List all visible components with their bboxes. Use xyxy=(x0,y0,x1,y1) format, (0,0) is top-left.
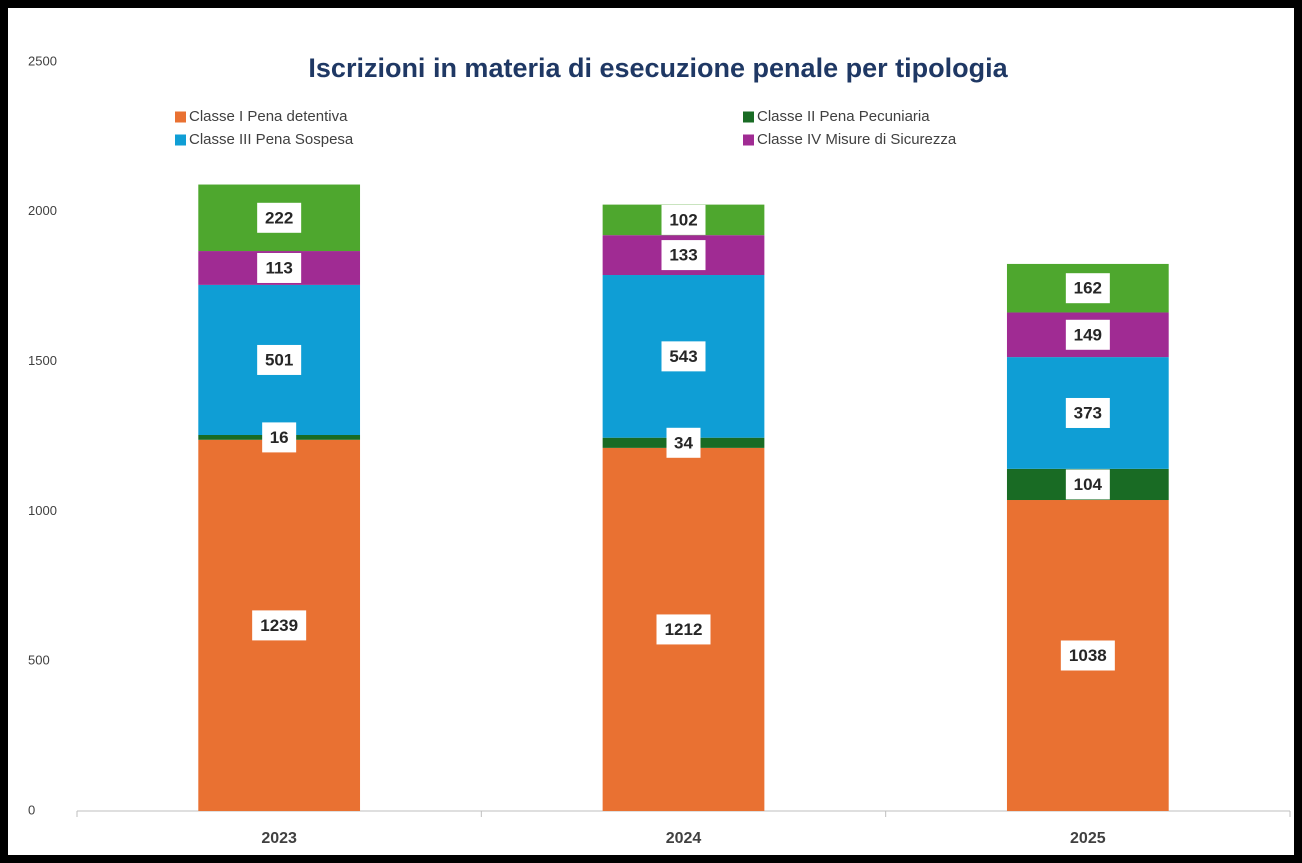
y-tick-label: 2500 xyxy=(28,53,57,68)
value-label: 113 xyxy=(265,258,292,277)
value-label: 543 xyxy=(669,347,697,366)
value-label-box xyxy=(262,422,297,453)
x-tick-label: 2025 xyxy=(1070,830,1106,847)
value-label-box xyxy=(252,610,307,641)
legend-swatch xyxy=(175,134,186,146)
chart-title: Iscrizioni in materia di esecuzione pena… xyxy=(308,53,1008,83)
value-label: 34 xyxy=(674,433,693,452)
legend-swatch xyxy=(175,111,186,123)
y-tick-label: 1000 xyxy=(28,503,57,518)
value-label: 102 xyxy=(669,210,697,229)
value-label-box xyxy=(661,204,706,235)
legend-swatch xyxy=(743,134,754,146)
value-label-box xyxy=(257,344,302,375)
value-label-box xyxy=(1065,397,1110,428)
x-tick-label: 2024 xyxy=(666,830,702,847)
legend-label: Classe III Pena Sospesa xyxy=(189,131,354,148)
value-label-box xyxy=(656,614,711,645)
value-label: 1212 xyxy=(665,620,703,639)
value-label: 104 xyxy=(1074,475,1103,494)
value-label-box xyxy=(1065,469,1110,500)
value-label: 16 xyxy=(270,428,289,447)
y-tick-label: 2000 xyxy=(28,203,57,218)
value-label-box xyxy=(257,202,302,233)
legend-label: Classe II Pena Pecuniaria xyxy=(757,108,930,125)
legend-swatch xyxy=(743,111,754,123)
value-label: 373 xyxy=(1074,403,1102,422)
value-label: 162 xyxy=(1074,279,1102,298)
value-label-box xyxy=(666,427,701,458)
value-label: 222 xyxy=(265,208,293,227)
value-label-box xyxy=(1065,273,1110,304)
value-label: 149 xyxy=(1074,325,1102,344)
legend-label: Classe IV Misure di Sicurezza xyxy=(757,131,957,148)
value-label: 1239 xyxy=(260,616,298,635)
value-label-box xyxy=(661,240,706,271)
value-label: 1038 xyxy=(1069,646,1107,665)
legend-label: Classe I Pena detentiva xyxy=(189,108,348,125)
value-label-box xyxy=(257,252,302,283)
value-label-box xyxy=(661,341,706,372)
value-label-box xyxy=(1060,640,1115,671)
value-label: 133 xyxy=(669,246,697,265)
y-tick-label: 0 xyxy=(28,802,35,817)
value-label: 501 xyxy=(265,350,293,369)
y-tick-label: 500 xyxy=(28,653,50,668)
y-tick-label: 1500 xyxy=(28,353,57,368)
value-label-box xyxy=(1065,319,1110,350)
x-tick-label: 2023 xyxy=(261,830,297,847)
